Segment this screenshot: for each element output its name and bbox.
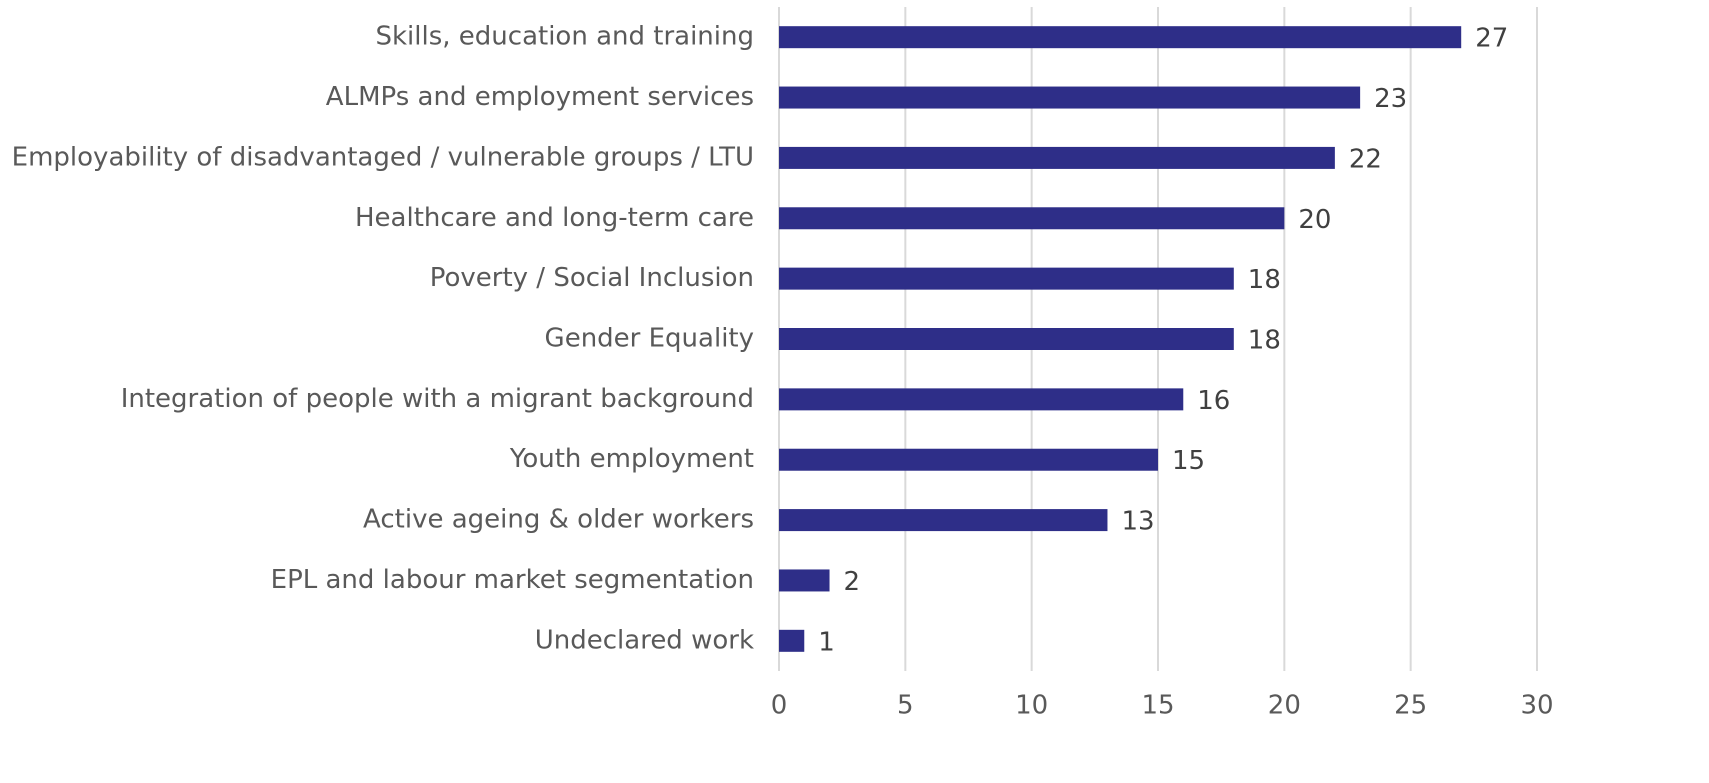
bar [779,207,1285,230]
y-tick-label: Gender Equality [545,324,754,354]
y-tick-label: Youth employment [509,444,754,474]
bar [779,388,1184,411]
bar [779,569,830,592]
x-tick-label: 5 [897,691,914,721]
y-tick-label: Healthcare and long-term care [355,203,754,233]
y-tick-label: Active ageing & older workers [363,505,754,535]
bar [779,328,1234,350]
x-tick-label: 25 [1394,691,1427,721]
y-tick-label: Poverty / Social Inclusion [430,263,754,293]
x-tick-label: 10 [1015,691,1048,721]
y-tick-label: Undeclared work [535,625,754,655]
bar [779,86,1361,109]
x-tick-label: 20 [1268,691,1301,721]
data-label: 18 [1248,265,1281,295]
data-label: 2 [844,567,861,597]
data-label: 23 [1374,84,1407,114]
bar [779,146,1335,169]
data-label: 18 [1248,326,1281,356]
data-label: 20 [1298,205,1331,235]
bar [779,267,1234,290]
y-tick-label: ALMPs and employment services [326,82,754,112]
data-label: 13 [1121,507,1154,537]
y-tick-label: EPL and labour market segmentation [271,565,754,595]
data-label: 16 [1197,386,1230,416]
bar [779,26,1462,49]
data-label: 1 [818,627,835,657]
y-tick-label: Employability of disadvantaged / vulnera… [12,142,754,172]
x-tick-label: 0 [771,691,788,721]
y-tick-label: Integration of people with a migrant bac… [121,384,754,414]
x-tick-label: 30 [1520,691,1553,721]
x-tick-label: 15 [1141,691,1174,721]
data-label: 15 [1172,446,1205,476]
bar [779,629,805,652]
bar [779,448,1158,471]
y-tick-label: Skills, education and training [376,22,755,52]
data-label: 27 [1475,24,1508,54]
data-label: 22 [1349,144,1382,174]
bar [779,509,1108,532]
